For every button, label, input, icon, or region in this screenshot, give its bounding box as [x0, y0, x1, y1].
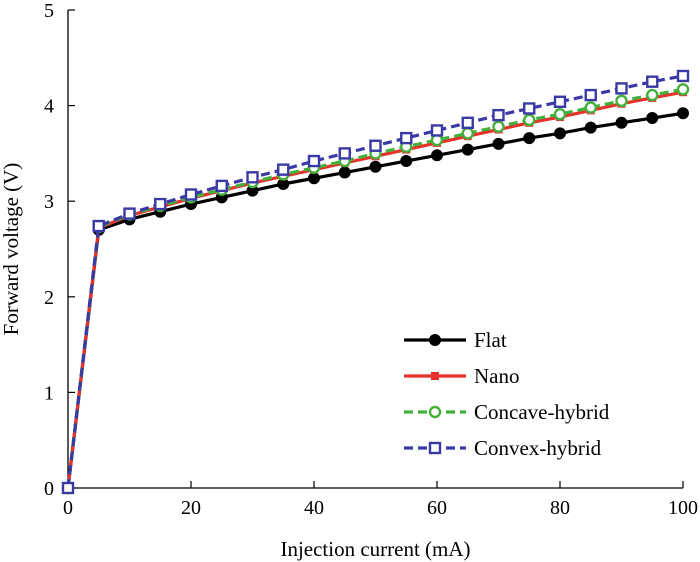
data-point — [676, 69, 690, 83]
series-flat — [62, 107, 689, 494]
data-point — [307, 154, 321, 168]
data-point — [308, 172, 320, 185]
data-point — [184, 188, 198, 201]
data-point — [646, 112, 659, 125]
y-tick-label: 2 — [44, 287, 54, 309]
x-tick-label: 0 — [63, 497, 73, 519]
data-point — [492, 137, 505, 150]
data-point — [523, 113, 536, 127]
data-point — [646, 88, 659, 102]
legend-label: Concave-hybrid — [474, 400, 610, 424]
data-point — [461, 143, 474, 156]
data-point — [553, 95, 567, 108]
legend-label: Flat — [474, 328, 507, 352]
plot-series — [61, 69, 690, 495]
data-point — [431, 149, 443, 162]
data-point — [400, 155, 413, 168]
x-tick-label: 100 — [668, 497, 698, 519]
y-tick-label: 0 — [44, 478, 54, 500]
data-point — [369, 139, 382, 152]
y-tick-label: 1 — [44, 382, 54, 404]
legend-item-nano: Nano — [404, 364, 520, 388]
data-point — [369, 160, 382, 173]
data-point — [523, 132, 536, 145]
data-point — [677, 107, 689, 120]
x-tick-label: 80 — [550, 497, 570, 519]
data-point — [154, 197, 167, 211]
data-point — [584, 101, 597, 114]
legend-item-flat: Flat — [404, 328, 507, 352]
data-point — [646, 75, 659, 88]
y-tick-label: 4 — [44, 96, 54, 118]
legend-item-convex-hybrid: Convex-hybrid — [404, 436, 602, 460]
data-point — [123, 207, 136, 220]
data-point — [584, 88, 597, 102]
data-point — [615, 82, 628, 95]
legend-swatch-marker — [428, 441, 442, 455]
y-tick-label: 3 — [44, 191, 54, 213]
legend-swatch-marker — [431, 372, 439, 380]
data-point — [461, 127, 474, 140]
series-line — [66, 74, 684, 489]
x-tick-label: 20 — [181, 497, 201, 519]
data-point — [553, 108, 567, 121]
x-axis-title: Injection current (mA) — [280, 537, 470, 561]
axes: 0 20 40 60 80 100 0 1 2 3 4 5 — [44, 0, 698, 519]
x-tick-label: 40 — [304, 497, 324, 519]
data-point — [461, 116, 474, 130]
legend-item-concave-hybrid: Concave-hybrid — [404, 400, 610, 424]
data-point — [246, 171, 259, 184]
y-tick-label: 5 — [44, 0, 54, 22]
data-point — [61, 481, 75, 495]
legend-swatch-marker — [428, 405, 442, 419]
data-point — [92, 219, 105, 233]
data-point — [554, 127, 566, 140]
data-point — [430, 124, 444, 137]
x-tick-label: 60 — [427, 497, 447, 519]
y-axis-title: Forward voltage (V) — [0, 163, 23, 336]
data-point — [400, 131, 413, 145]
data-point — [492, 108, 505, 122]
legend-label: Nano — [474, 364, 520, 388]
data-point — [277, 163, 290, 176]
data-point — [615, 116, 628, 129]
data-point — [215, 179, 228, 193]
data-point — [615, 94, 628, 108]
data-point — [523, 102, 536, 115]
data-point — [338, 166, 351, 179]
legend-label: Convex-hybrid — [474, 436, 602, 460]
series-convex-hybrid — [61, 69, 690, 495]
data-point — [584, 121, 597, 134]
data-point — [676, 83, 690, 96]
legend: Flat Nano Concave-hybrid Convex-hybrid — [404, 328, 610, 460]
data-point — [492, 120, 505, 133]
data-point — [338, 147, 351, 160]
legend-swatch-marker — [429, 334, 441, 346]
